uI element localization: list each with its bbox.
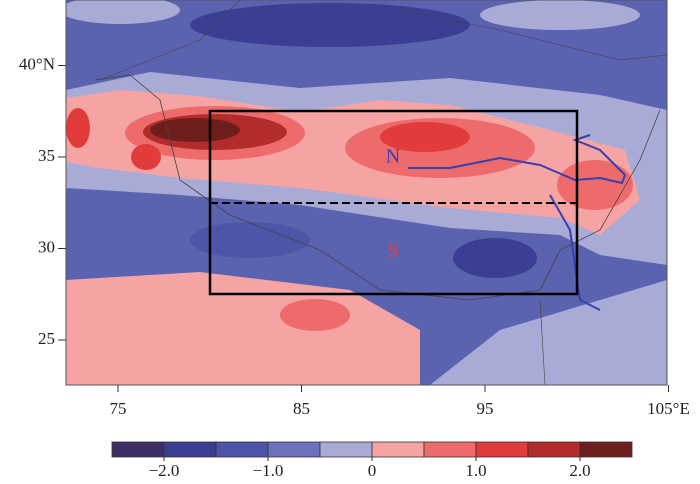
x-tick-label: 85	[293, 399, 310, 418]
contour	[66, 272, 420, 385]
colorbar-swatch	[579, 441, 633, 458]
colorbar-swatch	[475, 441, 529, 458]
colorbar-swatch	[267, 441, 321, 458]
contour-field	[66, 0, 667, 385]
contour	[380, 122, 470, 152]
colorbar: −2.0 −1.0 0 1.0 2.0	[111, 441, 633, 480]
region-label: S	[387, 240, 398, 262]
contour	[150, 118, 240, 142]
colorbar-swatch	[163, 441, 217, 458]
contour	[66, 108, 90, 148]
contour	[430, 280, 667, 385]
contour	[280, 299, 350, 331]
x-tick-label: 75	[110, 399, 127, 418]
border-line	[94, 74, 661, 301]
y-tick-label: 40°N	[19, 54, 55, 73]
border-line	[99, 0, 667, 385]
region-label: N	[386, 146, 400, 168]
colorbar-swatch	[215, 441, 269, 458]
colorbar-swatch	[371, 441, 425, 458]
colorbar-tick-label: −1.0	[253, 461, 284, 480]
x-tick-label: 105°E	[647, 399, 690, 418]
axes: 40°N 35 30 25 75 85 95 105°E	[19, 54, 690, 418]
x-tick-label: 95	[477, 399, 494, 418]
colorbar-tick-label: 1.0	[465, 461, 486, 480]
contour	[557, 160, 633, 210]
river	[408, 134, 627, 311]
contour	[190, 222, 310, 258]
y-tick-label: 25	[38, 329, 55, 348]
y-tick-label: 30	[38, 237, 55, 256]
colorbar-swatch	[319, 441, 373, 458]
colorbar-swatch	[111, 441, 165, 458]
contour	[190, 3, 470, 47]
map-frame	[65, 0, 668, 386]
contour	[66, 0, 180, 24]
contour	[131, 144, 161, 170]
y-tick-label: 35	[38, 146, 55, 165]
colorbar-tick-label: −2.0	[149, 461, 180, 480]
contour	[480, 0, 640, 30]
colorbar-tick-label: 0	[368, 461, 377, 480]
contour	[453, 238, 537, 278]
colorbar-tick-label: 2.0	[569, 461, 590, 480]
colorbar-swatch	[423, 441, 477, 458]
colorbar-swatch	[527, 441, 581, 458]
